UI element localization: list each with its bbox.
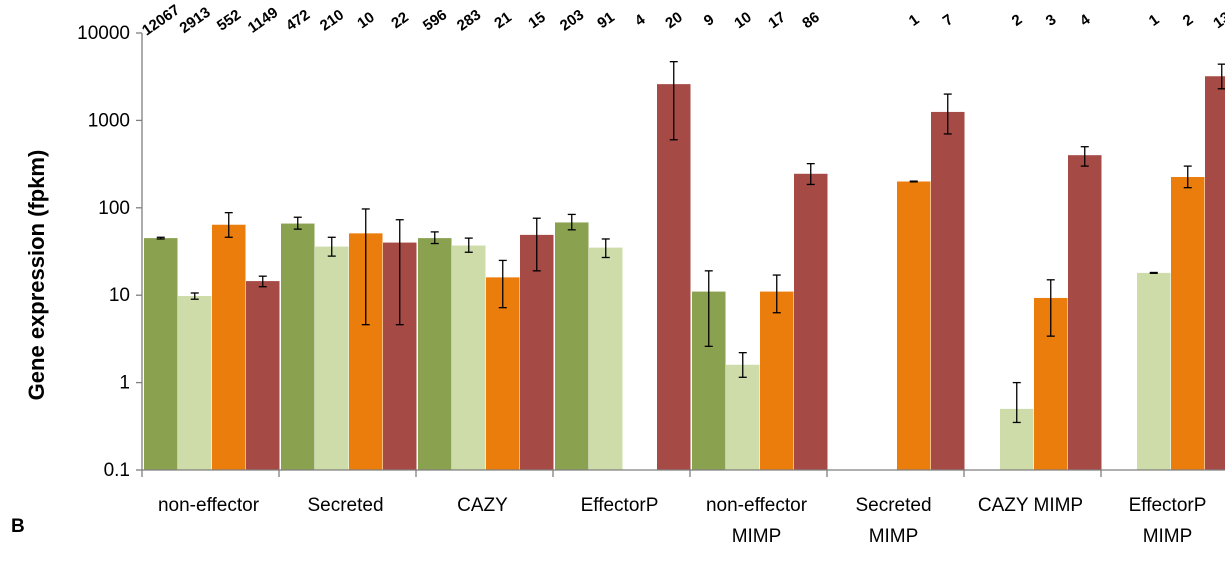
count-label: 596 (420, 6, 450, 34)
y-tick-label: 10 (109, 285, 130, 306)
x-category-label: Secreted (855, 495, 931, 516)
x-category-label: MIMP (869, 526, 919, 547)
panel-label: B (11, 516, 25, 537)
count-label: 552 (214, 6, 244, 34)
bar (520, 234, 554, 470)
count-label: 13 (1210, 9, 1225, 32)
bar (315, 246, 349, 470)
count-label: 2 (1180, 11, 1197, 30)
count-label: 283 (454, 6, 484, 34)
count-label: 210 (317, 6, 347, 34)
bar (794, 173, 828, 471)
bar (1205, 76, 1225, 471)
count-label: 4 (1077, 11, 1094, 30)
bar (452, 245, 486, 470)
y-tick-label: 100 (98, 198, 130, 219)
x-category-label: EffectorP (1129, 495, 1207, 516)
count-label: 17 (765, 9, 788, 32)
count-label: 91 (594, 9, 617, 32)
count-label: 472 (283, 6, 313, 34)
bar (589, 247, 623, 470)
bar (931, 111, 965, 471)
y-tick-label: 1000 (88, 110, 130, 131)
count-label: 2913 (176, 4, 213, 37)
count-label: 1 (1146, 11, 1163, 30)
bar (178, 295, 212, 470)
bar (760, 291, 794, 470)
count-label: 12067 (139, 1, 183, 39)
x-category-label: EffectorP (581, 495, 659, 516)
count-label: 3 (1043, 11, 1060, 30)
y-tick-label: 1 (119, 373, 130, 394)
bar (486, 277, 520, 470)
bar (1068, 155, 1102, 470)
count-label: 1 (906, 11, 923, 30)
x-category-label: non-effector (158, 495, 260, 516)
count-label: 7 (940, 11, 957, 30)
count-label: 4 (632, 11, 649, 30)
bar (1137, 272, 1171, 470)
bar (281, 223, 315, 470)
count-label: 20 (662, 9, 685, 32)
count-label: 86 (799, 9, 822, 32)
bar (555, 222, 589, 470)
bar (144, 238, 178, 470)
count-label: 22 (388, 9, 411, 32)
x-category-label: MIMP (1143, 526, 1193, 547)
count-label: 10 (354, 9, 377, 32)
bar (418, 238, 452, 470)
bar (1171, 177, 1205, 471)
x-category-label: CAZY MIMP (978, 495, 1083, 516)
count-label: 1149 (245, 4, 281, 37)
y-tick-label: 10000 (77, 23, 130, 44)
count-label: 15 (525, 9, 548, 32)
bar (726, 364, 760, 470)
y-tick-label: 0.1 (104, 460, 130, 481)
bar (212, 224, 246, 470)
x-category-label: non-effector (706, 495, 808, 516)
x-category-label: Secreted (307, 495, 383, 516)
count-label: 21 (491, 9, 514, 32)
x-category-label: CAZY (457, 495, 508, 516)
x-category-label: MIMP (732, 526, 782, 547)
bar (246, 281, 280, 470)
bar (657, 84, 691, 470)
bar (897, 181, 931, 470)
count-label: 9 (701, 11, 718, 30)
y-axis-label: Gene expression (fpkm) (24, 150, 49, 401)
count-label: 10 (731, 9, 754, 32)
count-label: 2 (1009, 11, 1026, 30)
count-label: 203 (557, 6, 587, 34)
